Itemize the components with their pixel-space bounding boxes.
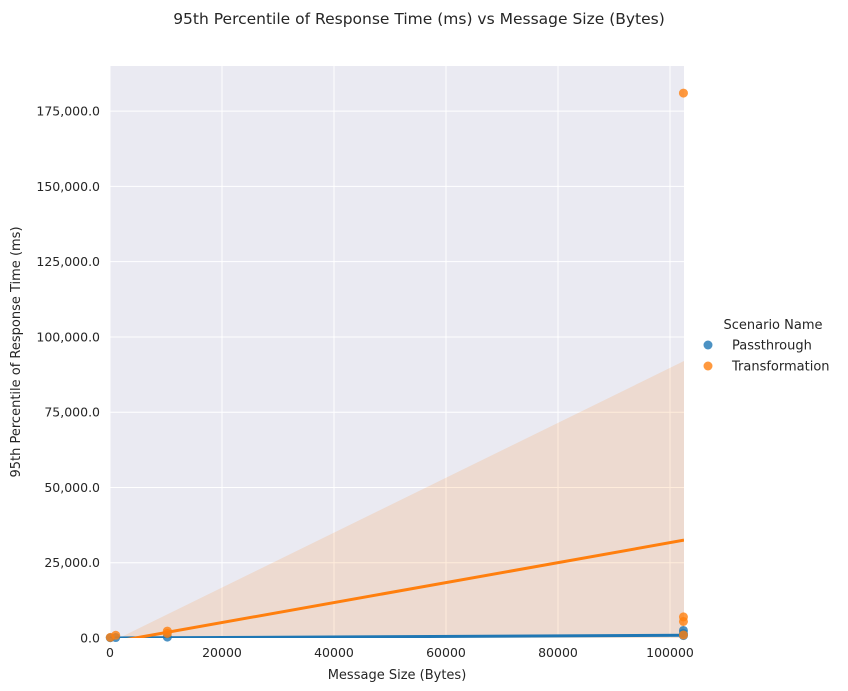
- legend-entry: Passthrough: [732, 339, 812, 354]
- y-tick-label: 75,000.0: [44, 405, 100, 420]
- regression-line: [110, 633, 684, 638]
- legend-marker: [703, 340, 713, 350]
- x-tick-label: 100000: [646, 645, 694, 660]
- data-point: [162, 628, 172, 638]
- y-tick-label: 150,000.0: [36, 179, 100, 194]
- x-tick-label: 80000: [538, 645, 578, 660]
- y-tick-label: 125,000.0: [36, 254, 100, 269]
- data-point: [678, 630, 688, 640]
- regression-lines: [110, 538, 684, 638]
- chart-title: 95th Percentile of Response Time (ms) vs…: [173, 10, 665, 28]
- confidence-bands: [119, 361, 684, 638]
- confidence-band: [119, 361, 684, 638]
- x-tick-label: 20000: [202, 645, 242, 660]
- data-points: [105, 88, 688, 643]
- y-tick-labels: 0.0 25,000.0 50,000.0 75,000.0 100,000.0 125,…: [36, 104, 100, 646]
- y-tick-label: 0.0: [80, 631, 100, 646]
- data-point: [111, 630, 121, 640]
- legend: Scenario Name Passthrough Transformation: [703, 318, 830, 375]
- x-tick-label: 40000: [314, 645, 354, 660]
- data-point: [678, 88, 688, 98]
- x-tick-labels: 0 20000 40000 60000 80000 100000: [106, 645, 694, 660]
- gridlines: [109, 66, 684, 639]
- legend-title: Scenario Name: [724, 318, 823, 333]
- y-tick-label: 100,000.0: [36, 329, 100, 344]
- y-tick-label: 50,000.0: [44, 480, 100, 495]
- y-tick-label: 175,000.0: [36, 104, 100, 119]
- x-tick-label: 60000: [426, 645, 466, 660]
- y-tick-label: 25,000.0: [44, 555, 100, 570]
- legend-marker: [703, 361, 713, 371]
- x-tick-label: 0: [106, 645, 114, 660]
- y-axis-label: 95th Percentile of Response Time (ms): [9, 226, 24, 477]
- regression-line: [126, 538, 684, 638]
- legend-entry: Transformation: [731, 360, 830, 375]
- x-axis-label: Message Size (Bytes): [328, 668, 467, 683]
- plot-background: [110, 66, 684, 638]
- data-point: [678, 616, 688, 626]
